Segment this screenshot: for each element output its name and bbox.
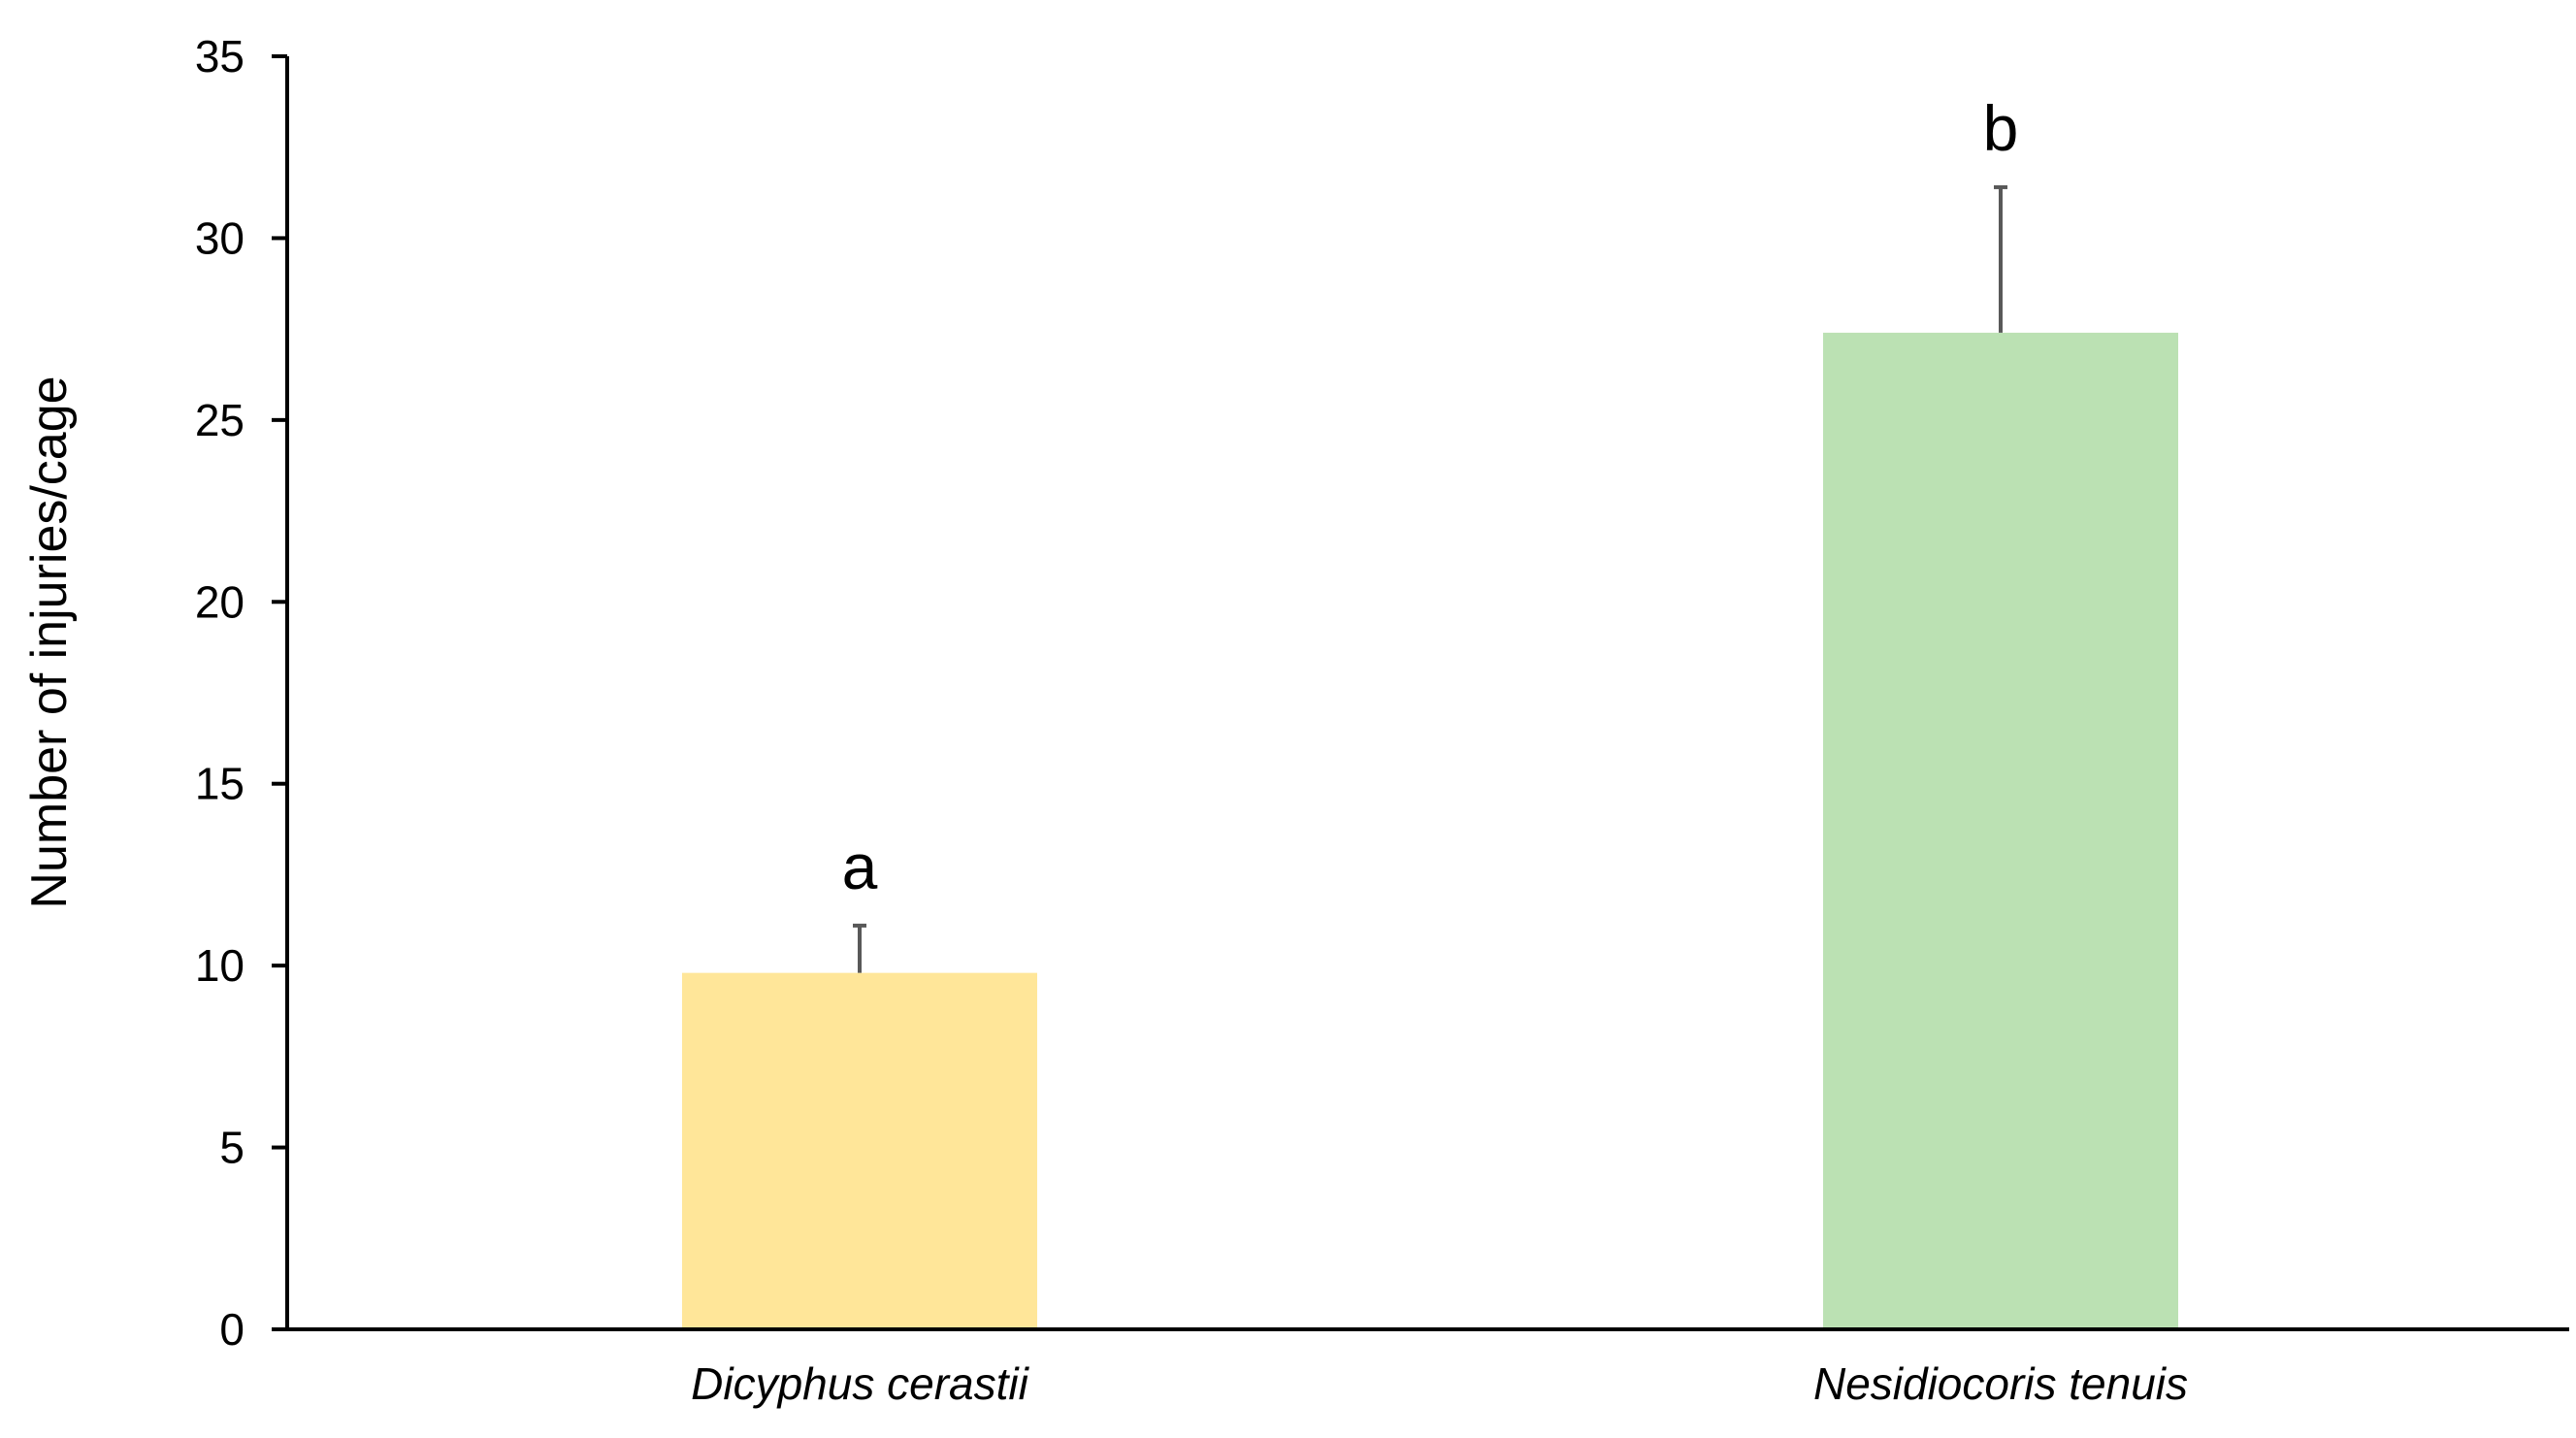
- category-labels-layer: Dicyphus cerastii Nesidiocoris tenuis: [691, 1358, 2188, 1409]
- y-tick-label: 5: [219, 1123, 245, 1173]
- bars-layer: [682, 332, 2178, 1330]
- x-category-label: Dicyphus cerastii: [691, 1358, 1029, 1409]
- y-tick-label: 20: [195, 576, 245, 627]
- y-tick-label: 35: [195, 31, 245, 82]
- y-tick-label: 15: [195, 759, 245, 809]
- bar: [682, 972, 1037, 1329]
- y-tick-label: 0: [219, 1304, 245, 1355]
- axes-layer: [272, 56, 2569, 1331]
- y-axis-title: Number of injuries/cage: [21, 376, 78, 908]
- y-tick-label: 30: [195, 212, 245, 263]
- significance-label: b: [1983, 92, 2019, 164]
- significance-labels-layer: ab: [842, 92, 2019, 902]
- y-tick-label: 10: [195, 940, 245, 991]
- error-bars-layer: [853, 184, 2007, 973]
- bar: [1823, 332, 2178, 1330]
- y-ticks-layer: 0 5 10 15 20 25 30 35: [195, 31, 287, 1355]
- x-category-label: Nesidiocoris tenuis: [1813, 1358, 2188, 1409]
- significance-label: a: [842, 831, 878, 902]
- y-tick-label: 25: [195, 395, 245, 445]
